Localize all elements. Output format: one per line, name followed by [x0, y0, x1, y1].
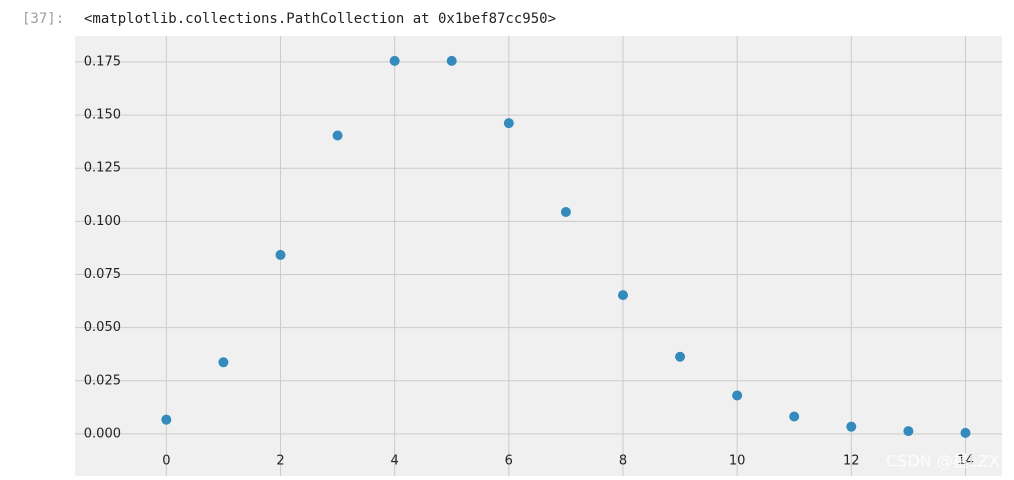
x-tick-label: 12	[843, 454, 860, 469]
point	[846, 421, 857, 432]
x-tick-label: 0	[162, 454, 170, 469]
point	[446, 55, 457, 66]
point	[332, 130, 343, 141]
y-tick-label: 0.175	[84, 54, 121, 69]
cell-output: <matplotlib.collections.PathCollection a…	[84, 11, 556, 27]
x-tick-label: 6	[505, 454, 513, 469]
y-tick-label: 0.075	[84, 267, 121, 282]
point	[789, 411, 800, 422]
x-tick-label: 10	[729, 454, 746, 469]
point	[503, 118, 514, 129]
x-tick-label: 8	[619, 454, 627, 469]
plot: 0.000 0.025 0.050 0.075 0.100 0.125 0.150 0.175…	[75, 36, 1002, 476]
x-tick-label: 4	[391, 454, 399, 469]
point	[275, 249, 286, 260]
point	[732, 390, 743, 401]
cell-prompt: [37]:	[22, 11, 64, 27]
point	[560, 207, 571, 217]
point	[218, 357, 229, 368]
point	[389, 55, 400, 66]
x-tick-label: 14	[957, 454, 974, 469]
point	[161, 414, 172, 425]
x-tick-label: 2	[276, 454, 284, 469]
point	[903, 426, 914, 437]
watermark: CSDN @星LZX	[886, 452, 1000, 471]
plot-background	[75, 36, 1002, 476]
y-tick-label: 0.100	[84, 214, 121, 229]
point	[675, 351, 686, 362]
y-tick-label: 0.125	[84, 161, 121, 176]
y-tick-label: 0.025	[84, 373, 121, 388]
y-tick-label: 0.050	[84, 320, 121, 335]
y-tick-label: 0.150	[84, 108, 121, 123]
point	[960, 427, 971, 438]
y-tick-label: 0.000	[84, 426, 121, 441]
point	[617, 290, 628, 301]
